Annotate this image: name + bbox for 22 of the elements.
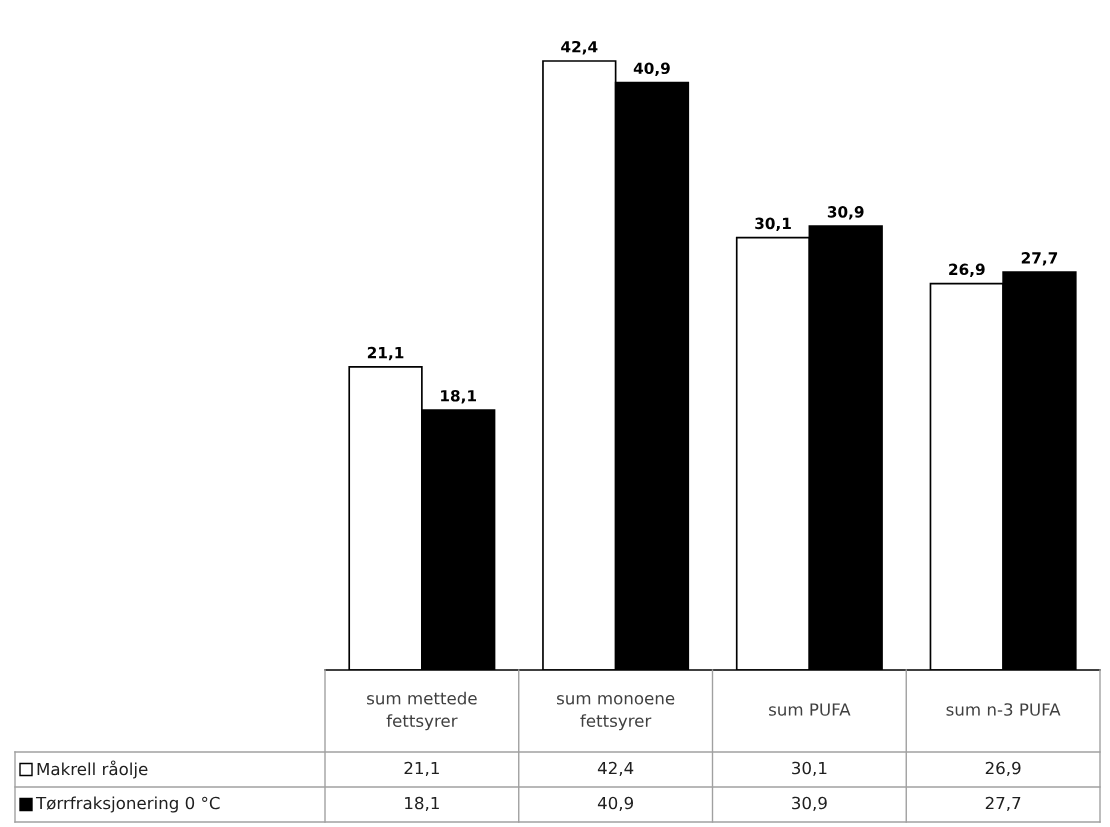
text: 30,9 bbox=[827, 206, 864, 220]
data-label: 42,4 bbox=[597, 761, 634, 777]
text: 40,9 bbox=[633, 62, 670, 76]
text: 21,1 bbox=[367, 346, 404, 361]
legend-label: Makrell råolje bbox=[37, 760, 148, 779]
legend-label: Tørrfraksjonering 0 °C bbox=[35, 796, 220, 813]
x-tick-label: sum n-3 PUFA bbox=[946, 703, 1061, 716]
data-label: 30,1 bbox=[792, 761, 827, 777]
x-tick-label: sum PUFA bbox=[769, 703, 851, 716]
data-label: 40,9 bbox=[597, 796, 634, 812]
x-tick-label: sum mettede fettsyrer bbox=[367, 691, 477, 731]
text: 42,4 bbox=[561, 40, 598, 55]
text: 18,1 bbox=[441, 389, 476, 404]
data-label: 21,1 bbox=[404, 761, 439, 777]
data-label: 27,7 bbox=[985, 796, 1021, 812]
text: 30,1 bbox=[755, 217, 791, 232]
data-label: 18,1 bbox=[405, 796, 439, 812]
data-label: 30,9 bbox=[792, 796, 827, 812]
x-tick-label: sum monoene fettsyrer bbox=[557, 695, 675, 731]
text: 27,7 bbox=[1021, 252, 1058, 266]
text: 26,9 bbox=[949, 263, 985, 278]
data-label: 26,9 bbox=[985, 761, 1021, 777]
